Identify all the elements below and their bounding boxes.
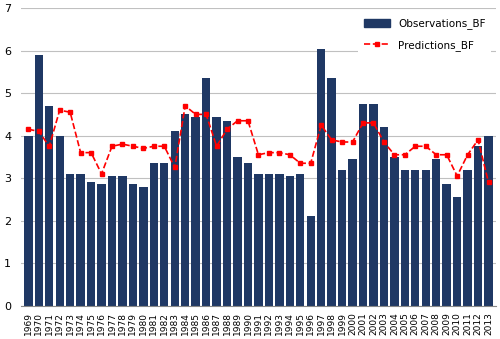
- Bar: [108, 176, 116, 305]
- Bar: [390, 157, 398, 305]
- Bar: [400, 170, 409, 305]
- Bar: [296, 174, 304, 305]
- Bar: [328, 78, 336, 305]
- Bar: [464, 170, 472, 305]
- Bar: [76, 174, 85, 305]
- Bar: [264, 174, 273, 305]
- Bar: [317, 48, 326, 305]
- Bar: [244, 163, 252, 305]
- Bar: [128, 184, 137, 305]
- Bar: [192, 117, 200, 305]
- Bar: [338, 170, 346, 305]
- Bar: [306, 216, 315, 305]
- Bar: [474, 146, 482, 305]
- Bar: [254, 174, 262, 305]
- Legend: Observations_BF, Predictions_BF: Observations_BF, Predictions_BF: [358, 13, 490, 56]
- Bar: [66, 174, 74, 305]
- Bar: [212, 117, 221, 305]
- Bar: [150, 163, 158, 305]
- Bar: [234, 157, 241, 305]
- Bar: [170, 132, 179, 305]
- Bar: [286, 176, 294, 305]
- Bar: [202, 78, 210, 305]
- Bar: [411, 170, 420, 305]
- Bar: [98, 184, 106, 305]
- Bar: [56, 136, 64, 305]
- Bar: [484, 136, 492, 305]
- Bar: [453, 197, 462, 305]
- Bar: [432, 159, 440, 305]
- Bar: [45, 106, 54, 305]
- Bar: [181, 114, 190, 305]
- Bar: [223, 121, 231, 305]
- Bar: [442, 184, 451, 305]
- Bar: [24, 136, 32, 305]
- Bar: [348, 159, 356, 305]
- Bar: [422, 170, 430, 305]
- Bar: [359, 104, 367, 305]
- Bar: [380, 127, 388, 305]
- Bar: [118, 176, 126, 305]
- Bar: [34, 55, 43, 305]
- Bar: [275, 174, 283, 305]
- Bar: [87, 182, 96, 305]
- Bar: [160, 163, 168, 305]
- Bar: [370, 104, 378, 305]
- Bar: [139, 186, 147, 305]
